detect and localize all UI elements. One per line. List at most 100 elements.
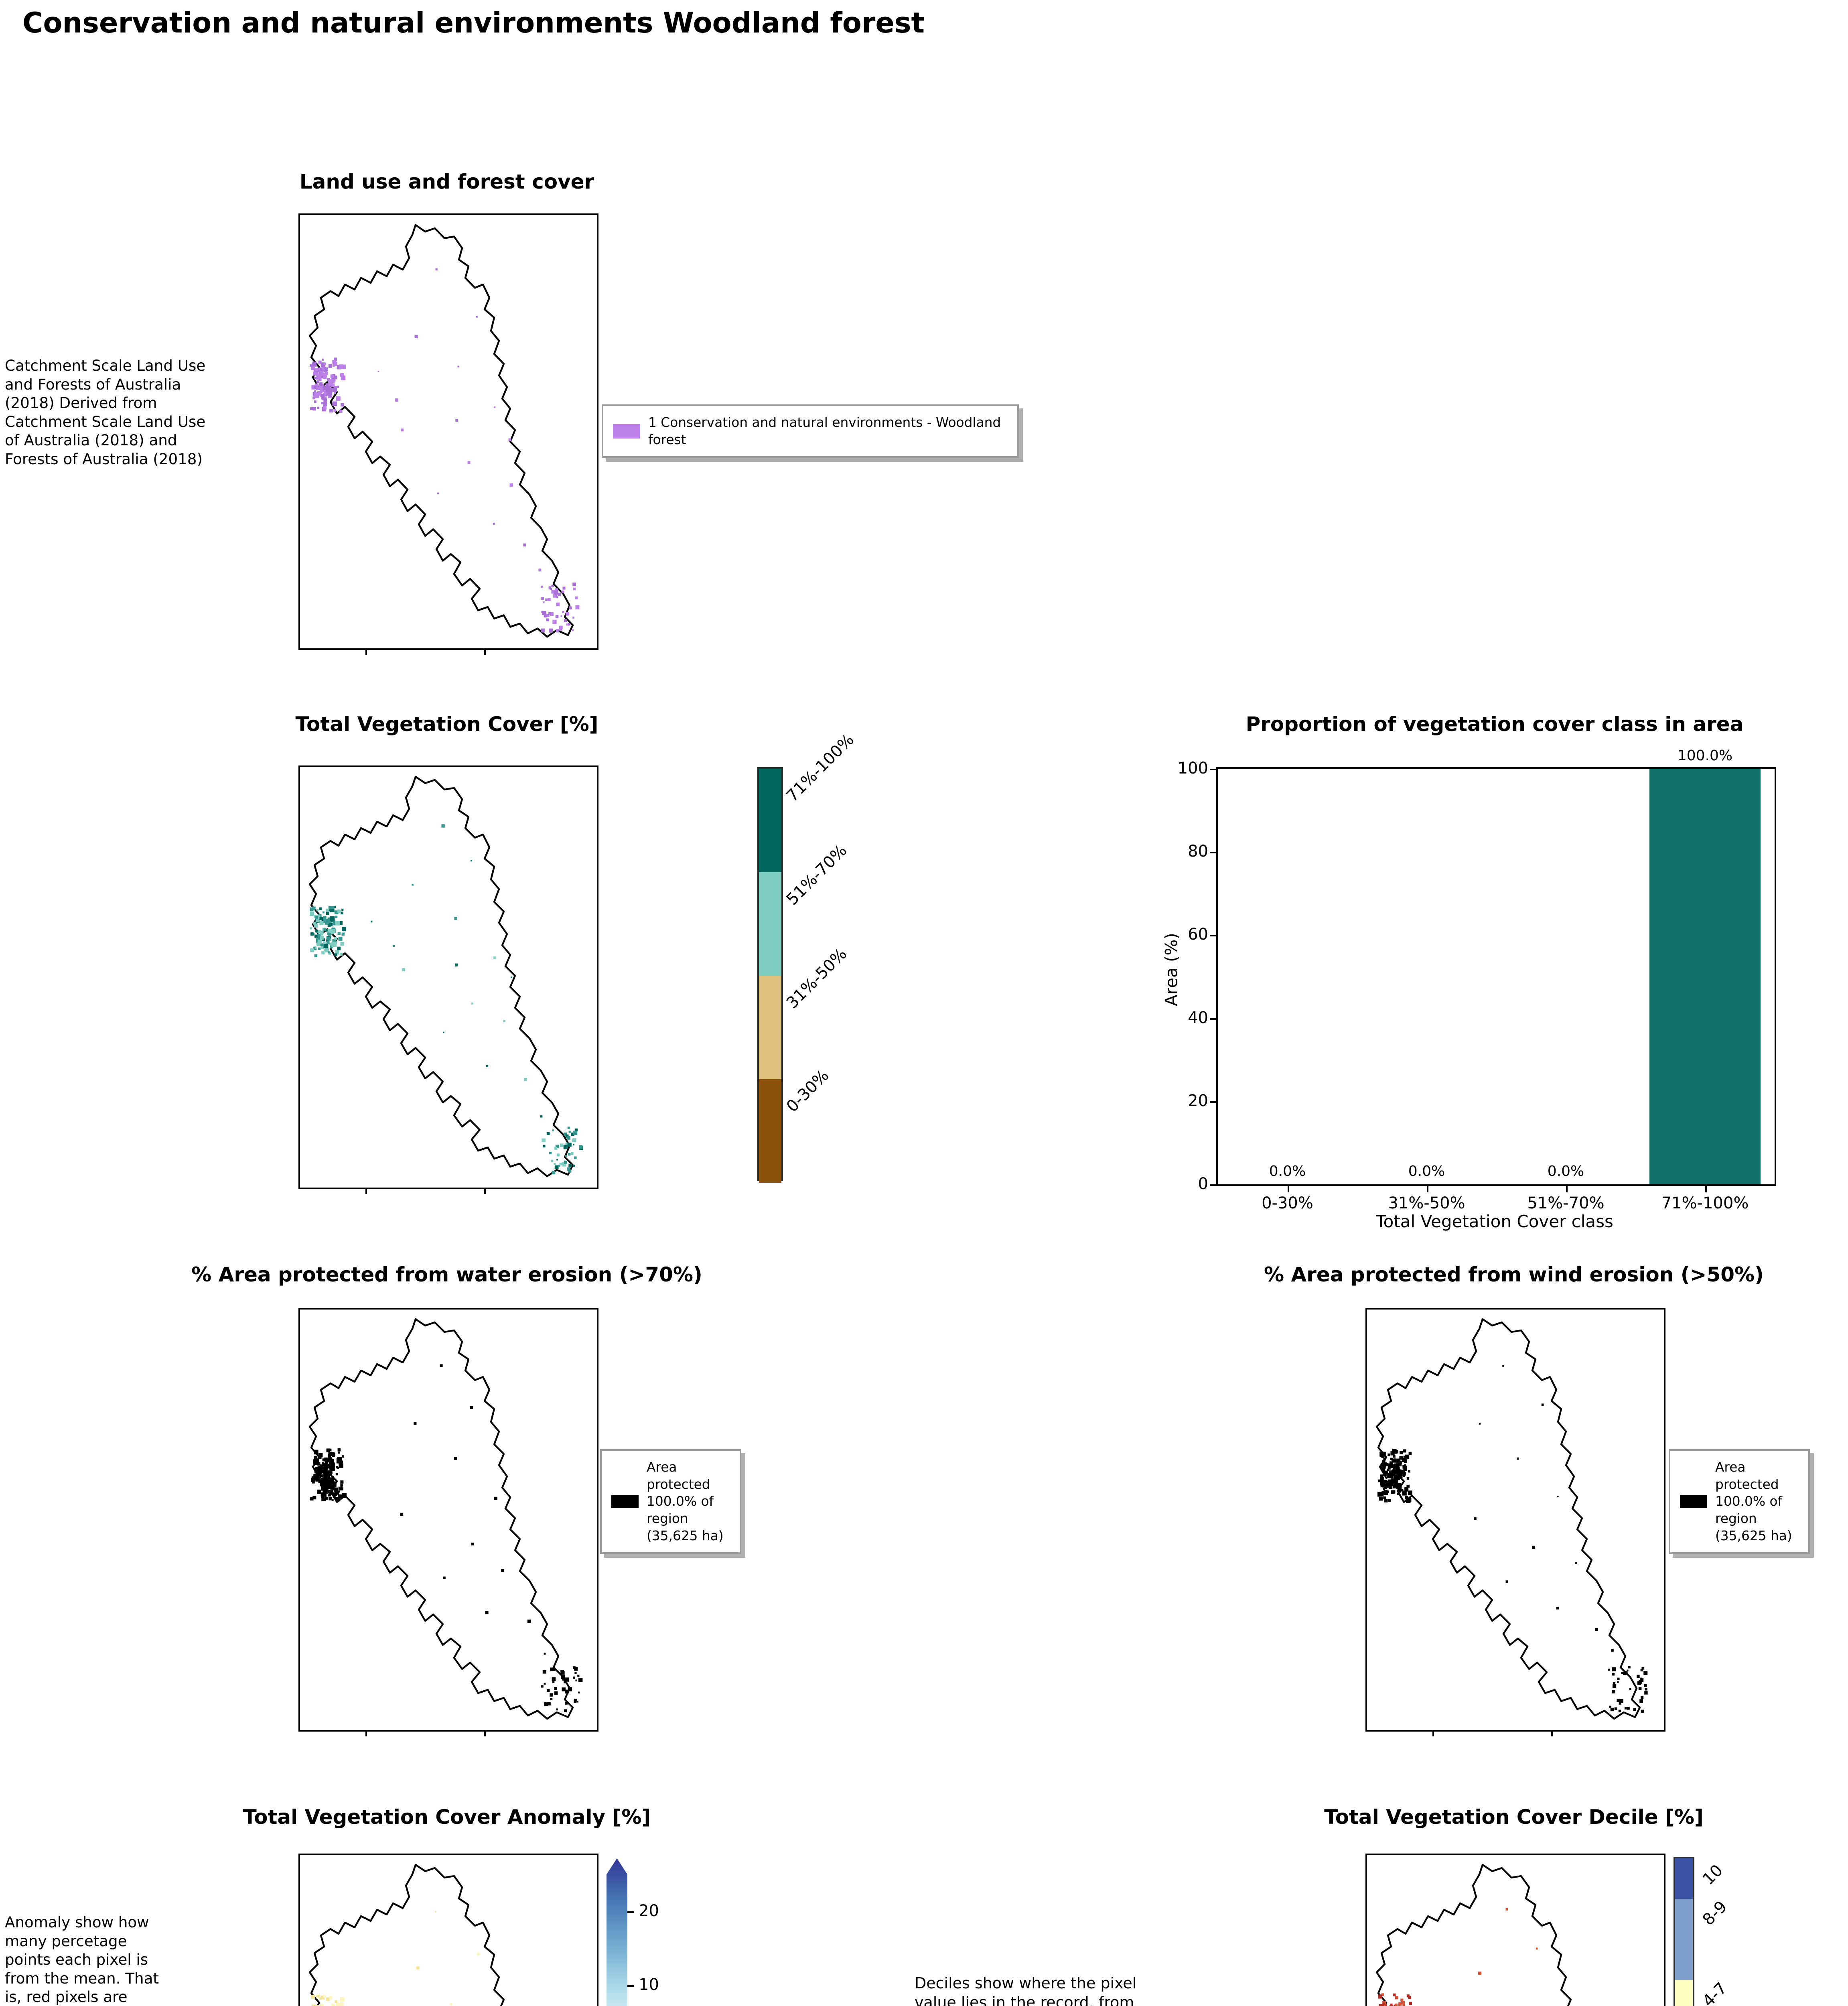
proportion-chart-title: Proportion of vegetation cover class in … [1246,713,1744,736]
x-tick-label: 51%-70% [1527,1194,1605,1212]
map-pixels [310,1364,583,1712]
y-tick-label: 100 [1177,759,1208,778]
x-tick-mark [1287,1184,1289,1192]
y-tick-mark [1210,852,1218,854]
land-use-source-note: Catchment Scale Land Use and Forests of … [5,357,206,468]
bar-value-label: 0.0% [1408,1163,1445,1180]
map-pixels [1377,1365,1648,1713]
bar-value-label: 100.0% [1677,747,1733,764]
x-tick-label: 31%-50% [1388,1194,1465,1212]
land-use-legend: 1 Conservation and natural environments … [602,404,1019,458]
colorbar-segment [1675,1980,1693,2006]
y-tick-mark [1210,935,1218,937]
colorbar-segment [759,976,781,1079]
anomaly-colorbar-tick [627,1985,634,1987]
wind-erosion-legend-label: Area protected 100.0% of region (35,625 … [1715,1460,1792,1543]
catchment-boundary [308,1318,574,1720]
wind-erosion-legend-swatch [1680,1495,1707,1508]
anomaly-colorbar-tick-label: 10 [639,1976,659,1994]
map-axis-tick [365,1188,367,1194]
colorbar-segment [759,769,781,872]
map-pixels [311,1911,480,2006]
water-erosion-legend-label: Area protected 100.0% of region (35,625 … [647,1460,724,1543]
map-pixels [310,268,580,633]
map-axis-tick [1432,1730,1434,1736]
anomaly-colorbar-tick [627,1911,634,1913]
page-title: Conservation and natural environments Wo… [22,6,925,39]
colorbar-body [1674,1857,1694,2006]
map-pixels [310,824,583,1175]
colorbar-segment-label: 8-9 [1699,1897,1731,1929]
anomaly-panel-title: Total Vegetation Cover Anomaly [%] [243,1805,651,1829]
land-use-legend-label: 1 Conservation and natural environments … [648,415,1001,447]
bar-71%-100% [1649,769,1761,1184]
land-use-map [298,213,598,655]
map-axis-tick [365,1730,367,1736]
y-tick-mark [1210,1101,1218,1103]
colorbar-segment [1675,1858,1693,1899]
catchment-map-canvas [308,224,580,638]
catchment-map-canvas [1375,1864,1572,2006]
catchment-map-canvas [1375,1318,1648,1720]
anomaly-colorbar-gradient [607,1858,627,2006]
decile-map [1365,1854,1665,2006]
catchment-map-canvas [308,1864,505,2006]
decile-panel-title: Total Vegetation Cover Decile [%] [1324,1805,1704,1829]
water-erosion-map [298,1308,598,1736]
colorbar-segment-label: 31%-50% [783,944,851,1013]
water-erosion-legend-swatch [611,1495,639,1508]
anomaly-map [298,1854,598,2006]
catchment-map-canvas [308,1318,583,1720]
x-tick-mark [1426,1184,1428,1192]
decile-colorbar: 108-94-72-31 [1674,1857,1730,2006]
anomaly-note: Anomaly show how many percetage points e… [5,1913,159,2006]
y-tick-mark [1210,769,1218,770]
land-use-legend-swatch [613,424,640,439]
map-axis-tick [484,648,486,655]
colorbar-body [757,767,783,1183]
anomaly-colorbar: 20100−10−20 [607,1858,659,2006]
wind-erosion-map [1365,1308,1665,1736]
catchment-map-canvas [308,776,583,1178]
colorbar-segment [1675,1899,1693,1980]
anomaly-colorbar-tick-label: 20 [639,1902,659,1920]
proportion-bar-chart: 0 20 40 60 80 100 0.0% 0-30% 0.0% 31%-50% 0.0% 51%-… [1178,747,1776,1212]
water-erosion-legend: Area protected 100.0% of region (35,625 … [600,1449,741,1554]
colorbar-segment-label: 51%-70% [783,841,851,909]
y-tick-mark [1210,1184,1218,1186]
map-axis-tick [365,648,367,655]
veg-cover-panel-title: Total Vegetation Cover [%] [295,713,598,736]
y-tick-mark [1210,1018,1218,1020]
y-tick-label: 80 [1188,842,1208,861]
veg-cover-colorbar: 71%-100% 51%-70% 31%-50% 0-30% [757,731,858,1183]
bar-value-label: 0.0% [1547,1163,1584,1180]
wind-erosion-panel-title: % Area protected from wind erosion (>50%… [1264,1263,1764,1286]
y-tick-label: 60 [1188,925,1208,944]
x-tick-label: 0-30% [1262,1194,1313,1212]
y-tick-label: 40 [1188,1008,1208,1027]
proportion-chart-xlabel: Total Vegetation Cover class [1376,1212,1613,1231]
wind-erosion-legend: Area protected 100.0% of region (35,625 … [1669,1449,1810,1554]
catchment-boundary [1375,1318,1641,1720]
catchment-boundary [308,224,574,638]
y-tick-label: 20 [1188,1091,1208,1110]
map-axis-tick [484,1730,486,1736]
land-use-panel-title: Land use and forest cover [299,170,594,193]
veg-cover-map [298,765,598,1194]
decile-note: Deciles show where the pixel value lies … [915,1974,1137,2006]
x-tick-mark [1566,1184,1568,1192]
map-axis-tick [484,1188,486,1194]
catchment-boundary [308,1864,505,2006]
catchment-boundary [308,776,574,1178]
colorbar-segment [759,1079,781,1183]
catchment-boundary [1375,1864,1572,2006]
colorbar-segment-label: 71%-100% [783,730,858,806]
colorbar-segment [759,872,781,976]
x-tick-label: 71%-100% [1661,1194,1749,1212]
map-axis-tick [1551,1730,1553,1736]
bar-value-label: 0.0% [1269,1163,1306,1180]
colorbar-segment-label: 4-7 [1699,1979,1731,2006]
x-tick-mark [1705,1184,1707,1192]
colorbar-segment-label: 0-30% [783,1066,833,1116]
